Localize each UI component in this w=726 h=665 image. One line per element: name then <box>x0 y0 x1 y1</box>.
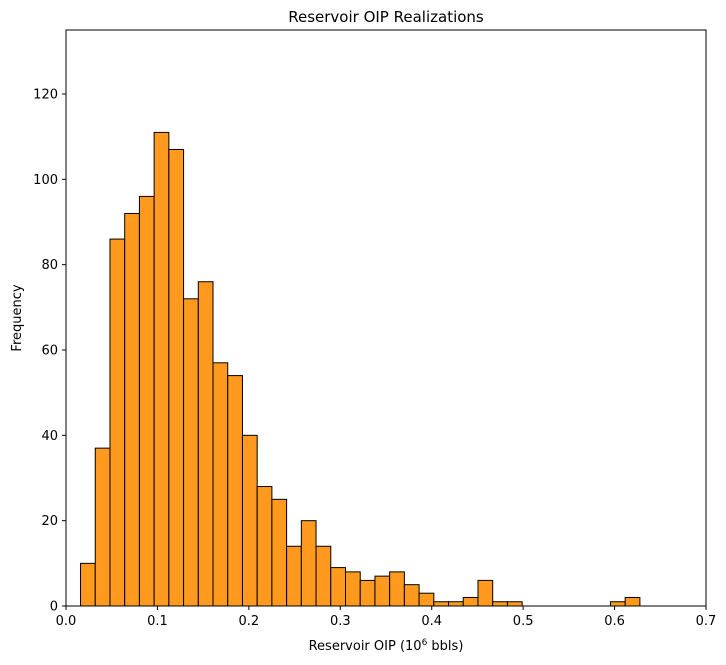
histogram-bar <box>109 238 126 607</box>
y-axis-label: Frequency <box>10 284 25 351</box>
plot-frame <box>65 29 707 607</box>
x-tick-label: 0.3 <box>330 614 351 629</box>
x-axis-label: Reservoir OIP (106 bbls) <box>309 638 464 654</box>
histogram-bar <box>124 212 140 607</box>
histogram-bar <box>418 592 435 607</box>
histogram-bar <box>212 362 229 607</box>
histogram-bar <box>183 298 199 607</box>
histogram-bar <box>241 434 258 607</box>
y-tick-label: 120 <box>33 88 58 103</box>
y-tick-label: 100 <box>33 173 58 188</box>
histogram-bar <box>315 545 332 607</box>
histogram-bar <box>94 447 111 607</box>
y-axis-ticks: 0 20 40 60 80 100 120 <box>33 88 66 615</box>
x-tick-label: 0.4 <box>421 614 442 629</box>
histogram-bar <box>403 584 420 607</box>
histogram-bar <box>389 571 405 607</box>
y-tick-label: 60 <box>41 344 58 359</box>
chart-title: Reservoir OIP Realizations <box>288 8 484 26</box>
y-tick-label: 20 <box>41 514 58 529</box>
histogram-bar <box>359 579 376 607</box>
histogram-bar <box>197 281 214 607</box>
histogram-bar <box>80 562 96 607</box>
histogram-bar <box>492 601 508 607</box>
histogram-bar <box>462 596 479 607</box>
histogram-bar <box>300 520 317 607</box>
y-tick-label: 80 <box>41 258 58 273</box>
histogram-bar <box>168 148 185 607</box>
histogram-bar <box>271 498 288 607</box>
bars-group <box>80 131 641 607</box>
x-tick-label: 0.5 <box>513 614 534 629</box>
y-tick-label: 0 <box>50 600 58 615</box>
histogram-bar <box>138 195 155 607</box>
histogram-bar <box>286 545 302 607</box>
histogram-bar <box>330 567 346 607</box>
x-tick-label: 0.6 <box>604 614 625 629</box>
histogram-bar <box>227 375 243 607</box>
histogram-bar <box>624 596 641 607</box>
histogram-bar <box>433 601 450 607</box>
histogram-bar <box>477 579 494 607</box>
x-tick-label: 0.1 <box>147 614 168 629</box>
x-tick-label: 0.2 <box>239 614 260 629</box>
x-tick-label: 0.7 <box>696 614 717 629</box>
histogram-bar <box>609 601 626 607</box>
histogram-bar <box>256 486 273 607</box>
histogram-bar <box>374 575 391 607</box>
histogram-bar <box>344 571 361 607</box>
histogram-bar <box>153 131 170 607</box>
x-axis-ticks: 0.0 0.1 0.2 0.3 0.4 0.5 0.6 0.7 <box>56 606 717 629</box>
y-tick-label: 40 <box>41 429 58 444</box>
histogram-bar <box>448 601 464 607</box>
x-tick-label: 0.0 <box>56 614 77 629</box>
histogram-bar <box>506 601 523 607</box>
